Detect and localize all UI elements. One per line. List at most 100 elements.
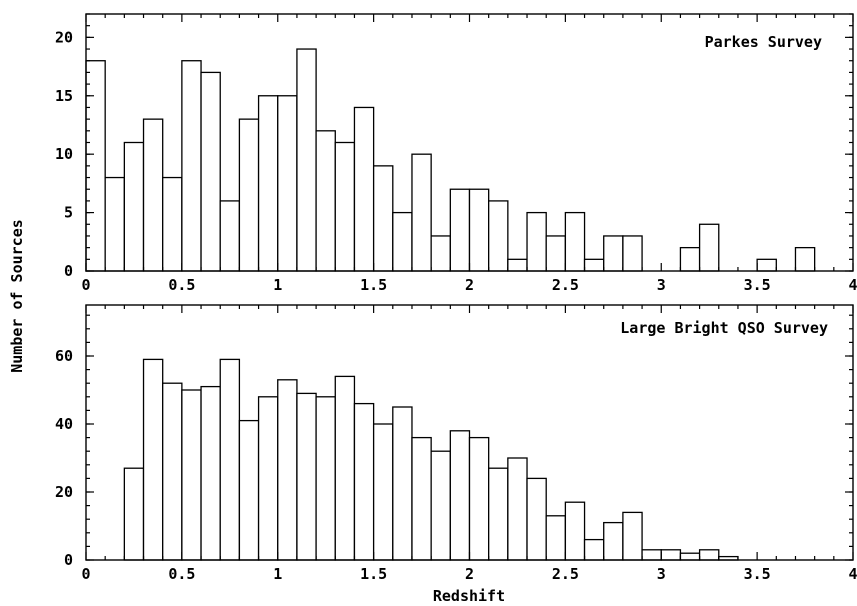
lbqs-y-tick-label: 40 [55, 415, 73, 433]
lbqs-bar [411, 436, 432, 561]
parkes-survey-panel: 0 0.5 1 1.5 2 2.5 3 3.5 4 0 5 10 15 20 Parkes Survey [55, 13, 857, 294]
lbqs-bar [488, 467, 509, 561]
lbqs-bars [123, 358, 739, 561]
parkes-x-tick-label: 0 [81, 276, 90, 294]
lbqs-bar [564, 501, 586, 561]
parkes-y-tick-label: 5 [64, 204, 73, 222]
parkes-bar [449, 188, 471, 272]
parkes-bar [526, 211, 547, 272]
parkes-x-tick-label: 3 [657, 276, 666, 294]
parkes-bar [372, 165, 394, 272]
parkes-bar [622, 235, 643, 272]
parkes-bar [315, 130, 336, 272]
parkes-bar [142, 118, 164, 272]
lbqs-bar [353, 402, 375, 561]
parkes-y-tick-labels: 0 5 10 15 20 [55, 28, 73, 280]
lbqs-bar [277, 379, 298, 561]
parkes-bar [104, 176, 126, 272]
lbqs-bar [583, 538, 605, 561]
lbqs-panel: 0 0.5 1 1.5 2 2.5 3 3.5 4 0 20 40 60 Large Bright Q… [55, 304, 857, 583]
lbqs-bar [641, 549, 662, 561]
lbqs-bar [698, 549, 720, 561]
lbqs-x-tick-label: 3.5 [744, 565, 771, 583]
lbqs-x-tick-label: 2.5 [552, 565, 579, 583]
lbqs-y-tick-labels: 0 20 40 60 [55, 347, 73, 569]
lbqs-bar [123, 467, 145, 561]
lbqs-bar [449, 430, 471, 561]
parkes-x-tick-labels: 0 0.5 1 1.5 2 2.5 3 3.5 4 [81, 276, 857, 294]
lbqs-bar [142, 358, 164, 561]
lbqs-bar [526, 477, 547, 561]
lbqs-bar [679, 552, 701, 561]
lbqs-bar [507, 457, 528, 561]
lbqs-bar [545, 515, 567, 561]
lbqs-x-tick-label: 3 [657, 565, 666, 583]
lbqs-bar [622, 511, 643, 561]
parkes-x-tick-label: 0.5 [168, 276, 195, 294]
parkes-bar [392, 211, 413, 272]
parkes-bar [507, 258, 528, 272]
lbqs-x-tick-label: 4 [848, 565, 857, 583]
parkes-bar [296, 48, 317, 272]
lbqs-bar [430, 450, 451, 561]
lbqs-x-tick-label: 2 [465, 565, 474, 583]
lbqs-bar [603, 521, 624, 561]
lbqs-bar [257, 396, 279, 561]
lbqs-bar [162, 382, 183, 561]
lbqs-panel-title: Large Bright QSO Survey [620, 319, 828, 337]
parkes-bar [162, 176, 183, 272]
parkes-ticks [85, 13, 854, 272]
parkes-bar [123, 141, 145, 272]
parkes-bar [698, 223, 720, 272]
lbqs-y-tick-label: 0 [64, 551, 73, 569]
parkes-bars [85, 48, 816, 272]
parkes-x-tick-label: 1.5 [360, 276, 387, 294]
parkes-y-tick-label: 20 [55, 28, 73, 46]
parkes-bar [277, 95, 298, 272]
lbqs-bar [392, 406, 413, 561]
x-axis-label: Redshift [433, 587, 505, 605]
lbqs-bar [334, 375, 356, 561]
parkes-bar [564, 211, 586, 272]
parkes-bar [411, 153, 432, 272]
lbqs-bar [372, 423, 394, 561]
parkes-bar [219, 200, 241, 272]
parkes-bar [257, 95, 279, 272]
lbqs-bar [315, 396, 336, 561]
lbqs-x-tick-label: 1 [273, 565, 282, 583]
lbqs-x-tick-label: 1.5 [360, 565, 387, 583]
parkes-x-tick-label: 4 [848, 276, 857, 294]
parkes-bar [756, 258, 777, 272]
parkes-bar [603, 235, 624, 272]
parkes-y-tick-label: 0 [64, 262, 73, 280]
parkes-x-tick-label: 2.5 [552, 276, 579, 294]
lbqs-bar [200, 385, 221, 561]
parkes-x-tick-label: 3.5 [744, 276, 771, 294]
lbqs-x-tick-label: 0 [81, 565, 90, 583]
parkes-bar [545, 235, 567, 272]
parkes-bar [334, 141, 356, 272]
parkes-bar [583, 258, 605, 272]
parkes-bar [181, 60, 202, 272]
lbqs-x-tick-label: 0.5 [168, 565, 195, 583]
parkes-y-tick-label: 15 [55, 87, 73, 105]
lbqs-bar [296, 392, 317, 561]
lbqs-bar [468, 436, 490, 561]
parkes-panel-title: Parkes Survey [705, 33, 822, 51]
parkes-x-tick-label: 1 [273, 276, 282, 294]
parkes-bar [238, 118, 260, 272]
parkes-y-tick-label: 10 [55, 145, 73, 163]
lbqs-ticks [85, 305, 854, 561]
y-axis-label: Number of Sources [8, 219, 26, 373]
parkes-bar [200, 71, 221, 272]
lbqs-y-tick-label: 60 [55, 347, 73, 365]
lbqs-bar [219, 358, 241, 561]
parkes-bar [679, 246, 701, 272]
lbqs-bar [181, 389, 202, 561]
parkes-bar [488, 200, 509, 272]
parkes-bar [430, 235, 451, 272]
parkes-bar [353, 106, 375, 272]
parkes-x-tick-label: 2 [465, 276, 474, 294]
lbqs-bar [660, 549, 682, 561]
